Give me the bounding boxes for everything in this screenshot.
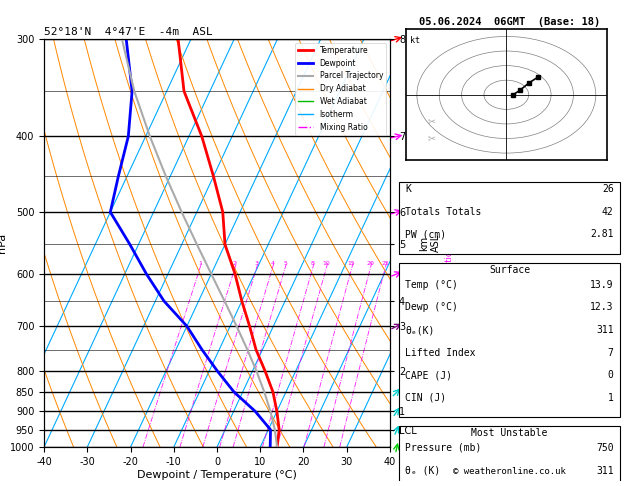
Text: CAPE (J): CAPE (J) xyxy=(405,370,452,381)
Text: 3: 3 xyxy=(255,261,259,266)
Text: 4: 4 xyxy=(270,261,274,266)
Text: Totals Totals: Totals Totals xyxy=(405,207,482,217)
Text: 42: 42 xyxy=(602,207,614,217)
Text: 10: 10 xyxy=(323,261,330,266)
Text: 15: 15 xyxy=(348,261,355,266)
Text: 311: 311 xyxy=(596,466,614,476)
Text: 0: 0 xyxy=(608,370,614,381)
Text: ✂: ✂ xyxy=(428,116,436,126)
Text: 1: 1 xyxy=(198,261,202,266)
Text: 52°18'N  4°47'E  -4m  ASL: 52°18'N 4°47'E -4m ASL xyxy=(44,27,213,37)
Text: 26: 26 xyxy=(602,184,614,194)
Text: 20: 20 xyxy=(367,261,374,266)
Legend: Temperature, Dewpoint, Parcel Trajectory, Dry Adiabat, Wet Adiabat, Isotherm, Mi: Temperature, Dewpoint, Parcel Trajectory… xyxy=(295,43,386,135)
Text: kt: kt xyxy=(410,36,420,46)
Text: 1: 1 xyxy=(608,393,614,403)
Bar xyxy=(399,263,620,417)
Text: CIN (J): CIN (J) xyxy=(405,393,447,403)
Bar xyxy=(399,426,620,486)
Text: Most Unstable: Most Unstable xyxy=(471,428,548,438)
Text: 12.3: 12.3 xyxy=(590,302,614,312)
Text: Lifted Index: Lifted Index xyxy=(405,347,476,358)
X-axis label: Dewpoint / Temperature (°C): Dewpoint / Temperature (°C) xyxy=(137,469,297,480)
Text: ✂: ✂ xyxy=(428,134,436,143)
Text: PW (cm): PW (cm) xyxy=(405,229,447,240)
Text: Surface: Surface xyxy=(489,265,530,275)
Text: Temp (°C): Temp (°C) xyxy=(405,280,458,290)
Text: 5: 5 xyxy=(283,261,287,266)
Text: 2: 2 xyxy=(233,261,237,266)
Y-axis label: hPa: hPa xyxy=(0,233,7,253)
Text: 7: 7 xyxy=(608,347,614,358)
Text: 750: 750 xyxy=(596,443,614,453)
Text: 05.06.2024  06GMT  (Base: 18): 05.06.2024 06GMT (Base: 18) xyxy=(419,17,600,27)
Text: θₑ (K): θₑ (K) xyxy=(405,466,440,476)
Text: 311: 311 xyxy=(596,325,614,335)
Bar xyxy=(399,182,620,254)
Text: 25: 25 xyxy=(381,261,389,266)
Text: 13.9: 13.9 xyxy=(590,280,614,290)
Y-axis label: km
ASL: km ASL xyxy=(420,234,441,252)
Text: θₑ(K): θₑ(K) xyxy=(405,325,435,335)
Text: Mixing Ratio (g/kg): Mixing Ratio (g/kg) xyxy=(445,224,454,303)
Text: Pressure (mb): Pressure (mb) xyxy=(405,443,482,453)
Text: Dewp (°C): Dewp (°C) xyxy=(405,302,458,312)
Text: K: K xyxy=(405,184,411,194)
Text: 8: 8 xyxy=(311,261,314,266)
Text: 2.81: 2.81 xyxy=(590,229,614,240)
Text: © weatheronline.co.uk: © weatheronline.co.uk xyxy=(453,468,566,476)
